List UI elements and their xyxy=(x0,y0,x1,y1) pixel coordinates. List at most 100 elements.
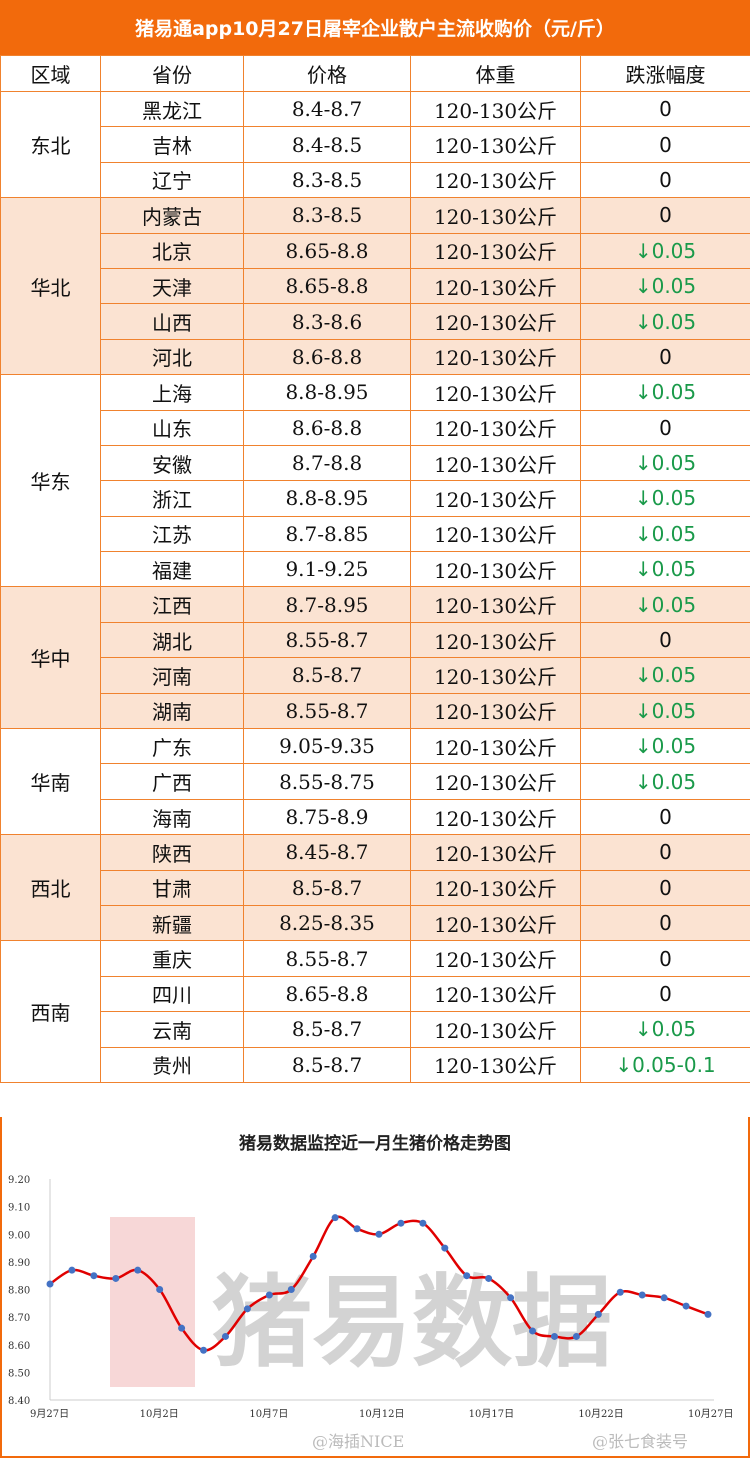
data-point xyxy=(485,1275,492,1282)
weight-cell: 120-130公斤 xyxy=(411,198,581,233)
weight-cell: 120-130公斤 xyxy=(411,1012,581,1047)
data-point xyxy=(47,1280,54,1287)
x-tick-label: 10月12日 xyxy=(359,1408,404,1420)
price-cell: 8.3-8.5 xyxy=(244,198,411,233)
data-point xyxy=(419,1220,426,1227)
data-point xyxy=(441,1245,448,1252)
region-cell: 华南 xyxy=(1,729,101,835)
region-cell: 西北 xyxy=(1,835,101,941)
province-cell: 江西 xyxy=(101,587,244,622)
data-point xyxy=(573,1333,580,1340)
price-cell: 8.8-8.95 xyxy=(244,481,411,516)
price-cell: 8.55-8.75 xyxy=(244,764,411,799)
weight-cell: 120-130公斤 xyxy=(411,870,581,905)
weight-cell: 120-130公斤 xyxy=(411,445,581,480)
region-cell: 东北 xyxy=(1,92,101,198)
change-cell: 0 xyxy=(581,410,750,445)
weight-cell: 120-130公斤 xyxy=(411,410,581,445)
province-cell: 四川 xyxy=(101,976,244,1011)
region-cell: 华东 xyxy=(1,375,101,587)
change-cell: 0 xyxy=(581,905,750,940)
change-cell: ↓0.05 xyxy=(581,587,750,622)
weight-cell: 120-130公斤 xyxy=(411,162,581,197)
weight-cell: 120-130公斤 xyxy=(411,658,581,693)
province-cell: 陕西 xyxy=(101,835,244,870)
y-tick-label: 9.00 xyxy=(8,1230,30,1241)
weight-cell: 120-130公斤 xyxy=(411,92,581,127)
change-cell: ↓0.05 xyxy=(581,764,750,799)
change-cell: ↓0.05 xyxy=(581,375,750,410)
change-cell: 0 xyxy=(581,162,750,197)
province-cell: 甘肃 xyxy=(101,870,244,905)
col-province: 省份 xyxy=(101,56,244,92)
change-cell: 0 xyxy=(581,127,750,162)
change-cell: ↓0.05 xyxy=(581,658,750,693)
data-point xyxy=(661,1294,668,1301)
x-tick-label: 10月7日 xyxy=(249,1408,288,1420)
province-cell: 北京 xyxy=(101,233,244,268)
province-cell: 安徽 xyxy=(101,445,244,480)
data-point xyxy=(376,1231,383,1238)
weight-cell: 120-130公斤 xyxy=(411,481,581,516)
weight-cell: 120-130公斤 xyxy=(411,693,581,728)
chart-title: 猪易数据监控近一月生猪价格走势图 xyxy=(2,1129,748,1154)
x-tick-label: 9月27日 xyxy=(30,1408,69,1420)
weight-cell: 120-130公斤 xyxy=(411,552,581,587)
watermark-logo xyxy=(110,1217,195,1387)
price-cell: 8.8-8.95 xyxy=(244,375,411,410)
province-cell: 江苏 xyxy=(101,516,244,551)
chart-svg: 猪易数据8.408.508.608.708.808.909.009.109.20… xyxy=(2,1117,748,1458)
change-cell: ↓0.05-0.1 xyxy=(581,1047,750,1082)
price-cell: 8.3-8.5 xyxy=(244,162,411,197)
data-point xyxy=(463,1272,470,1279)
data-point xyxy=(200,1347,207,1354)
page-title: 猪易通app10月27日屠宰企业散户主流收购价（元/斤） xyxy=(0,0,750,55)
data-point xyxy=(244,1305,251,1312)
data-point xyxy=(112,1275,119,1282)
price-cell: 8.4-8.7 xyxy=(244,92,411,127)
change-cell: 0 xyxy=(581,339,750,374)
weight-cell: 120-130公斤 xyxy=(411,835,581,870)
province-cell: 浙江 xyxy=(101,481,244,516)
province-cell: 广西 xyxy=(101,764,244,799)
col-change: 跌涨幅度 xyxy=(581,56,750,92)
price-cell: 8.6-8.8 xyxy=(244,410,411,445)
weight-cell: 120-130公斤 xyxy=(411,127,581,162)
data-point xyxy=(178,1325,185,1332)
weight-cell: 120-130公斤 xyxy=(411,268,581,303)
change-cell: ↓0.05 xyxy=(581,1012,750,1047)
data-point xyxy=(507,1294,514,1301)
change-cell: ↓0.05 xyxy=(581,233,750,268)
price-cell: 8.5-8.7 xyxy=(244,1047,411,1082)
price-cell: 8.4-8.5 xyxy=(244,127,411,162)
table-header: 区域 省份 价格 体重 跌涨幅度 xyxy=(1,56,750,92)
change-cell: ↓0.05 xyxy=(581,693,750,728)
province-cell: 吉林 xyxy=(101,127,244,162)
data-point xyxy=(551,1333,558,1340)
data-point xyxy=(354,1225,361,1232)
price-cell: 8.65-8.8 xyxy=(244,976,411,1011)
col-weight: 体重 xyxy=(411,56,581,92)
price-cell: 8.7-8.85 xyxy=(244,516,411,551)
y-tick-label: 8.90 xyxy=(8,1258,30,1269)
province-cell: 天津 xyxy=(101,268,244,303)
price-cell: 8.75-8.9 xyxy=(244,799,411,834)
province-cell: 内蒙古 xyxy=(101,198,244,233)
